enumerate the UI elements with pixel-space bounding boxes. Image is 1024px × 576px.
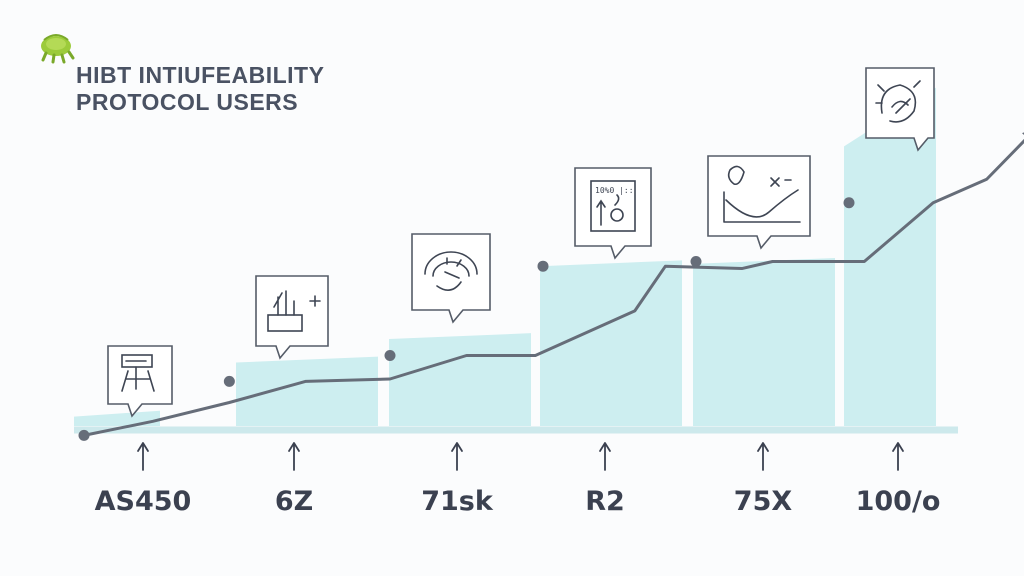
bar-r2 xyxy=(540,260,682,426)
bar-100-o xyxy=(844,87,936,426)
up-arrow-icon xyxy=(137,442,149,471)
up-arrow-icon xyxy=(451,442,463,471)
bar-6z xyxy=(236,356,378,426)
data-point xyxy=(537,260,549,272)
up-arrow-icon xyxy=(599,442,611,471)
chart-growth-icon xyxy=(255,275,329,360)
x-tick-label: 71sk xyxy=(421,486,494,517)
up-arrow-icon xyxy=(288,442,300,471)
gauge-icon xyxy=(411,233,491,324)
sprout-logo-icon xyxy=(41,34,75,64)
x-tick-label: AS450 xyxy=(95,486,192,517)
target-sketch-icon xyxy=(865,67,935,152)
x-tick-label: 6Z xyxy=(275,486,313,517)
chart-title-line2: PROTOCOL USERS xyxy=(76,89,299,115)
data-point xyxy=(384,350,396,361)
x-tick-label: 100/o xyxy=(856,486,941,517)
bar-as450 xyxy=(74,410,160,426)
data-point xyxy=(843,197,855,209)
data-point xyxy=(223,375,235,387)
drone-icon xyxy=(107,345,173,418)
x-tick-label: 75X xyxy=(734,486,793,517)
bar-71sk xyxy=(389,333,531,426)
data-point xyxy=(690,256,702,267)
trend-line xyxy=(83,138,1024,437)
upload-arrow-icon: 10%0 |:: xyxy=(574,167,652,260)
chart-title-line1: HIBT INTIUFEABILITY xyxy=(76,62,325,88)
data-point xyxy=(78,429,90,441)
up-arrow-icon xyxy=(757,442,769,471)
callout-text: 10%0 |:: xyxy=(595,186,634,195)
bar-75x xyxy=(693,257,835,426)
x-tick-label: R2 xyxy=(585,486,625,517)
chart-title: HIBT INTIUFEABILITY PROTOCOL USERS xyxy=(76,62,324,116)
up-arrow-icon xyxy=(892,442,904,471)
curve-graph-icon xyxy=(707,155,811,250)
